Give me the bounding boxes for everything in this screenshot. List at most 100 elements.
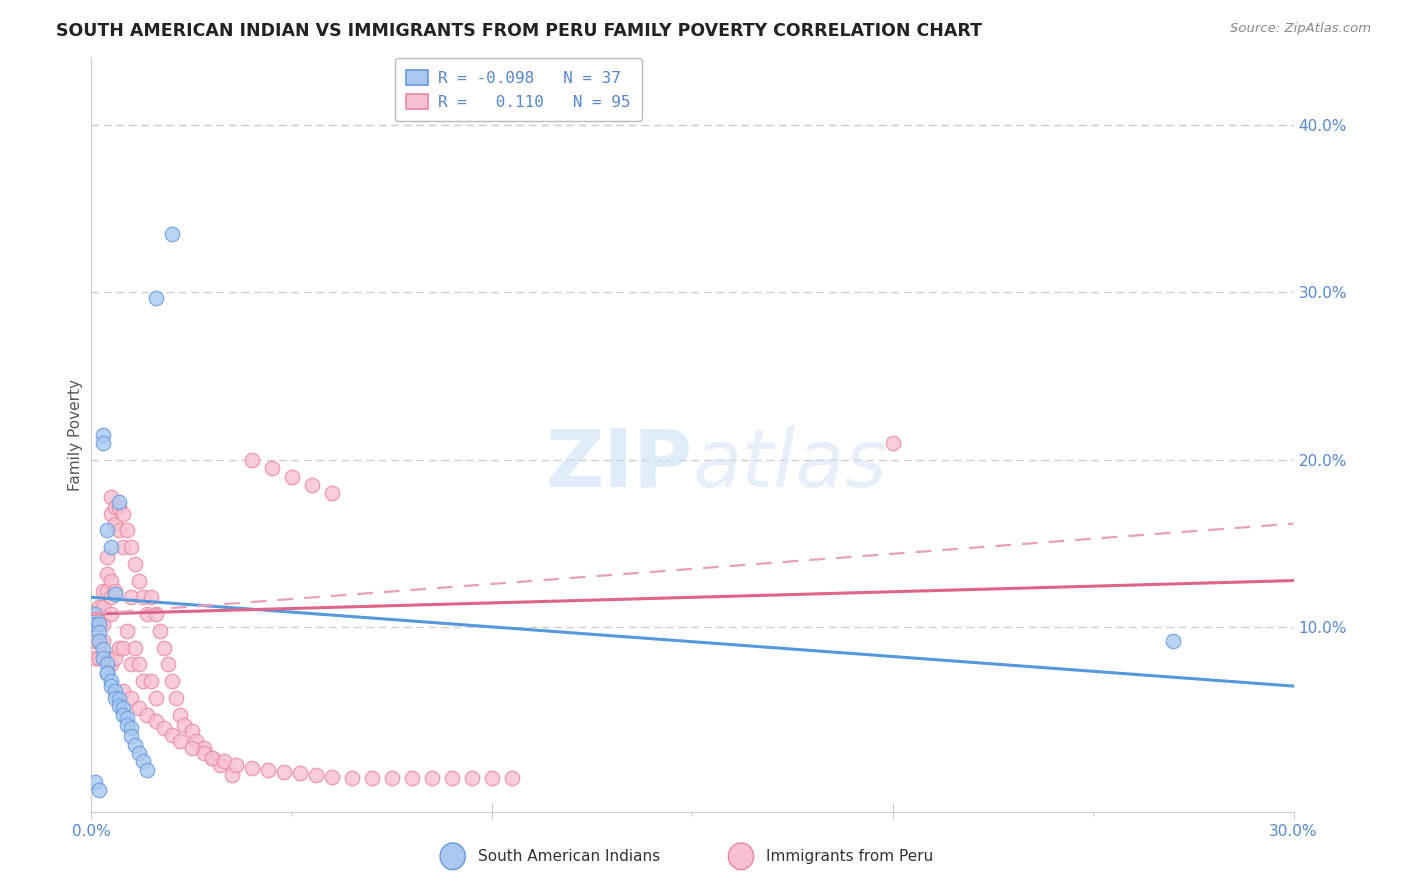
Point: [89, 633, 111, 648]
Point: [89, 617, 111, 632]
Point: [156, 657, 179, 672]
Point: [96, 657, 118, 672]
Point: [96, 583, 118, 598]
Point: [173, 717, 195, 731]
Point: [84, 650, 107, 665]
Point: [121, 657, 143, 672]
Point: [93, 650, 115, 665]
Point: [89, 633, 111, 648]
Point: [89, 650, 111, 665]
Point: [882, 436, 904, 450]
Point: [260, 461, 283, 475]
Point: [132, 591, 155, 605]
Point: [117, 711, 139, 725]
Text: SOUTH AMERICAN INDIAN VS IMMIGRANTS FROM PERU FAMILY POVERTY CORRELATION CHART: SOUTH AMERICAN INDIAN VS IMMIGRANTS FROM…: [56, 22, 983, 40]
Point: [112, 640, 135, 655]
Point: [112, 507, 135, 521]
Point: [93, 436, 115, 450]
Point: [132, 674, 155, 689]
Point: [145, 607, 167, 621]
Point: [145, 690, 167, 705]
Point: [136, 707, 159, 722]
Point: [128, 657, 150, 672]
Point: [100, 591, 122, 605]
Point: [96, 650, 118, 665]
Point: [225, 757, 247, 772]
Point: [301, 478, 323, 492]
Point: [305, 768, 328, 782]
Point: [420, 771, 443, 785]
Text: Source: ZipAtlas.com: Source: ZipAtlas.com: [1230, 22, 1371, 36]
Point: [117, 524, 139, 538]
Point: [93, 633, 115, 648]
Point: [93, 650, 115, 665]
Point: [240, 453, 263, 467]
Point: [100, 507, 122, 521]
Point: [160, 728, 183, 742]
Point: [104, 587, 127, 601]
Point: [93, 600, 115, 615]
Point: [152, 721, 174, 735]
Point: [100, 574, 122, 588]
Point: [84, 617, 107, 632]
Point: [112, 701, 135, 715]
Point: [104, 516, 127, 531]
Point: [169, 707, 191, 722]
Point: [93, 617, 115, 632]
Point: [100, 540, 122, 554]
Point: [193, 741, 215, 756]
Point: [201, 751, 224, 765]
Point: [1163, 633, 1185, 648]
Point: [100, 490, 122, 504]
Point: [169, 734, 191, 748]
Point: [112, 684, 135, 698]
Point: [108, 692, 131, 706]
Point: [121, 721, 143, 735]
Point: [121, 730, 143, 744]
Point: [96, 665, 118, 680]
Point: [100, 607, 122, 621]
Point: [89, 625, 111, 640]
Point: [96, 566, 118, 581]
Point: [100, 657, 122, 672]
Point: [84, 774, 107, 789]
Point: [112, 707, 135, 722]
Point: [108, 640, 131, 655]
Point: [256, 763, 278, 777]
Point: [136, 607, 159, 621]
Point: [136, 763, 159, 777]
Point: [96, 665, 118, 680]
Point: [461, 771, 484, 785]
Text: atlas: atlas: [692, 426, 887, 504]
Point: [121, 591, 143, 605]
Point: [112, 540, 135, 554]
Point: [96, 524, 118, 538]
Point: [104, 500, 127, 514]
Legend: R = -0.098   N = 37, R =   0.110   N = 95: R = -0.098 N = 37, R = 0.110 N = 95: [395, 59, 641, 121]
Point: [240, 761, 263, 775]
Point: [132, 755, 155, 769]
Point: [481, 771, 503, 785]
Point: [93, 427, 115, 442]
Point: [273, 764, 295, 779]
Point: [89, 783, 111, 797]
Point: [193, 746, 215, 760]
Point: [117, 717, 139, 731]
Point: [108, 699, 131, 714]
Point: [104, 684, 127, 698]
Point: [128, 574, 150, 588]
Point: [180, 741, 202, 756]
Point: [212, 755, 235, 769]
Point: [100, 674, 122, 689]
Point: [84, 633, 107, 648]
Point: [96, 550, 118, 565]
Point: [89, 617, 111, 632]
Point: [145, 291, 167, 305]
Point: [321, 770, 343, 784]
Point: [141, 674, 163, 689]
Point: [440, 771, 463, 785]
Point: [221, 768, 243, 782]
Text: South American Indians: South American Indians: [478, 849, 661, 863]
Point: [104, 690, 127, 705]
Point: [124, 738, 146, 752]
